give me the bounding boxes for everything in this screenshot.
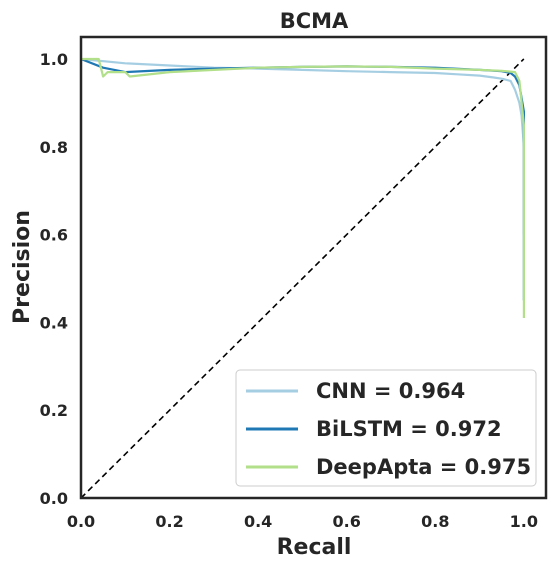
legend-label: BiLSTM = 0.972 [316, 417, 502, 441]
chart-title: BCMA [280, 9, 349, 33]
y-tick-label: 0.8 [40, 138, 68, 157]
x-tick-label: 0.8 [421, 512, 449, 531]
diagonal-reference-line [80, 58, 525, 499]
legend: CNN = 0.964 BiLSTM = 0.972 DeepApta = 0.97… [235, 369, 537, 487]
y-axis-label: Precision [10, 210, 35, 324]
x-tick-label: 0.4 [244, 512, 272, 531]
legend-entries: CNN = 0.964 BiLSTM = 0.972 DeepApta = 0.97… [246, 379, 531, 479]
x-tick-label: 0.2 [155, 512, 183, 531]
x-axis-label: Recall [277, 535, 352, 560]
x-tick-label: 0.0 [67, 512, 95, 531]
series-line-0 [80, 57, 526, 235]
x-tick-labels: 0.0 0.2 0.4 0.6 0.8 1.0 [67, 512, 538, 531]
plot-frame [79, 35, 548, 500]
legend-label: CNN = 0.964 [316, 379, 465, 403]
x-tick-label: 0.6 [333, 512, 361, 531]
y-tick-labels: 0.0 0.2 0.4 0.6 0.8 1.0 [40, 50, 68, 508]
legend-label: DeepApta = 0.975 [316, 455, 531, 479]
x-tick-label: 1.0 [510, 512, 538, 531]
series-line-1 [80, 57, 526, 301]
y-tick-label: 0.6 [40, 226, 68, 245]
legend-box [235, 369, 537, 487]
series-line-2 [81, 57, 526, 318]
y-tick-label: 0.2 [40, 401, 68, 420]
y-tick-label: 0.4 [40, 313, 68, 332]
y-tick-label: 1.0 [40, 50, 68, 69]
y-tick-label: 0.0 [40, 489, 68, 508]
plot-lines [80, 57, 526, 499]
